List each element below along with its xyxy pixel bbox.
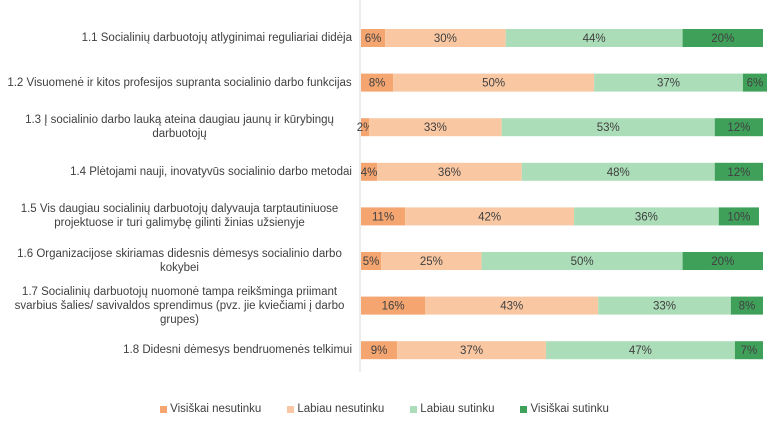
bar-segment bbox=[377, 162, 522, 181]
bar-segment bbox=[594, 73, 743, 92]
data-label: 5% bbox=[363, 256, 380, 268]
bar-segment bbox=[381, 252, 482, 270]
bar-segment bbox=[361, 341, 398, 360]
bar-segment bbox=[742, 73, 768, 92]
bar-segment bbox=[397, 341, 546, 360]
data-label: 6% bbox=[365, 33, 382, 45]
category-label: 1.4 Plėtojami nauji, inovatyvūs socialin… bbox=[70, 165, 352, 178]
bar-segment bbox=[393, 73, 595, 92]
legend-label: Labiau sutinku bbox=[420, 403, 495, 415]
bar-segment bbox=[361, 296, 426, 315]
data-label: 7% bbox=[741, 345, 758, 357]
legend-label: Labiau nesutinku bbox=[297, 403, 385, 415]
bar-segment bbox=[405, 207, 575, 226]
legend-swatch bbox=[410, 405, 418, 413]
data-label: 10% bbox=[727, 211, 750, 223]
data-label: 8% bbox=[369, 78, 386, 90]
data-label: 44% bbox=[583, 33, 606, 45]
legend-label: Visiškai sutinku bbox=[530, 403, 609, 415]
data-label: 33% bbox=[424, 122, 447, 134]
legend-label: Visiškai nesutinku bbox=[170, 403, 262, 415]
bar-segment bbox=[361, 252, 382, 270]
bar-segment bbox=[545, 341, 735, 360]
legend-item: Labiau nesutinku bbox=[287, 403, 384, 415]
data-label: 30% bbox=[434, 33, 457, 45]
data-label: 42% bbox=[478, 211, 501, 223]
data-label: 8% bbox=[739, 301, 756, 313]
data-label: 20% bbox=[711, 256, 734, 268]
bar-segment bbox=[718, 207, 759, 226]
data-label: 43% bbox=[500, 301, 523, 313]
bar-segment bbox=[714, 162, 763, 181]
bar-segment bbox=[598, 296, 731, 315]
bar-segment bbox=[361, 29, 386, 47]
data-label: 50% bbox=[482, 78, 505, 90]
stacked-bar-chart: 6% 30% 44% 20%8% 50% 37% 6%2% 33% 53% 12%4% 36% 48%… bbox=[357, 0, 768, 372]
data-label: 9% bbox=[371, 345, 388, 357]
data-label: 37% bbox=[657, 78, 680, 90]
bar-segment bbox=[730, 296, 763, 315]
legend-swatch bbox=[287, 405, 295, 413]
legend-item: Visiškai nesutinku bbox=[160, 403, 261, 415]
data-label: 36% bbox=[635, 211, 658, 223]
data-label: 20% bbox=[711, 33, 734, 45]
category-label: 1.3 Į socialinio darbo lauką ateina daug… bbox=[25, 114, 334, 141]
category-label: 1.6 Organizacijose skiriamas didesnis dė… bbox=[17, 248, 342, 274]
data-label: 16% bbox=[382, 301, 405, 313]
data-label: 47% bbox=[629, 345, 652, 357]
data-label: 37% bbox=[460, 345, 483, 357]
bar-segment bbox=[501, 118, 715, 137]
bar-segment bbox=[682, 29, 763, 47]
bar-segment bbox=[361, 162, 378, 181]
data-label: 53% bbox=[597, 122, 620, 134]
legend-item: Labiau sutinku bbox=[410, 403, 494, 415]
data-label: 6% bbox=[747, 78, 764, 90]
category-label: 1.7 Socialinių darbuotojų nuomonė tampa … bbox=[14, 285, 345, 326]
data-label: 11% bbox=[372, 211, 394, 223]
data-label: 25% bbox=[420, 256, 443, 268]
category-label: 1.1 Socialinių darbuotojų atlyginimai re… bbox=[81, 32, 352, 44]
bar-segment bbox=[361, 207, 406, 226]
bar-segment bbox=[385, 29, 506, 47]
legend-swatch bbox=[160, 405, 168, 413]
bar-segment bbox=[574, 207, 719, 226]
bar-segment bbox=[521, 162, 715, 181]
data-label: 4% bbox=[361, 167, 378, 179]
bar-segment bbox=[481, 252, 683, 270]
category-label: 1.8 Didesni dėmesys bendruomenės telkimu… bbox=[123, 344, 352, 357]
bar-segment bbox=[714, 118, 763, 137]
category-label: 1.2 Visuomenė ir kitos profesijos supran… bbox=[7, 76, 352, 89]
data-label: 33% bbox=[653, 301, 676, 313]
bar-segment bbox=[361, 118, 370, 137]
bar-segment bbox=[361, 73, 394, 92]
bar-segment bbox=[682, 252, 763, 270]
legend-swatch bbox=[520, 405, 528, 413]
data-label: 12% bbox=[727, 167, 750, 179]
data-label: 48% bbox=[607, 167, 630, 179]
bar-segment bbox=[505, 29, 683, 47]
bar-segment bbox=[369, 118, 502, 137]
legend: Visiškai nesutinku Labiau nesutinku Labiau… bbox=[0, 403, 769, 415]
data-label: 12% bbox=[727, 122, 750, 134]
bar-segment bbox=[734, 341, 763, 360]
data-label: 36% bbox=[438, 167, 461, 179]
category-label: 1.5 Vis daugiau socialinių darbuotojų da… bbox=[20, 203, 339, 230]
bar-segment bbox=[425, 296, 599, 315]
legend-item: Visiškai sutinku bbox=[520, 403, 609, 415]
data-label: 50% bbox=[571, 256, 594, 268]
